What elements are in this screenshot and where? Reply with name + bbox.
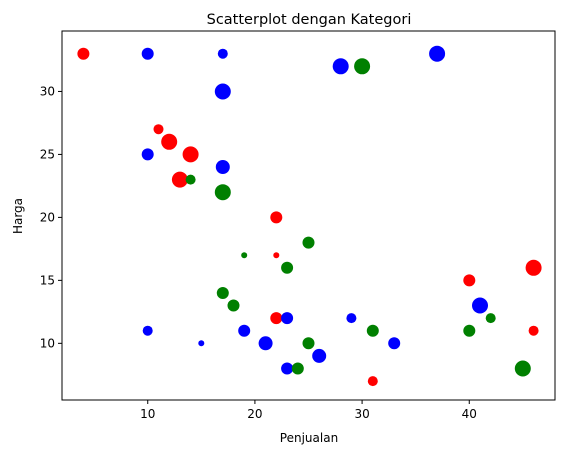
data-point: [346, 313, 357, 324]
data-point: [429, 45, 446, 62]
data-point: [215, 160, 230, 174]
data-point: [463, 324, 476, 337]
data-point: [141, 47, 154, 60]
data-point: [258, 336, 273, 351]
data-point: [238, 324, 251, 337]
data-point: [185, 174, 196, 185]
x-axis-label: Penjualan: [280, 431, 338, 445]
data-points: [77, 45, 542, 387]
data-point: [366, 324, 379, 337]
x-tick-label: 30: [354, 407, 369, 421]
data-point: [472, 297, 488, 314]
x-tick-label: 20: [247, 407, 262, 421]
data-point: [367, 376, 378, 387]
data-point: [514, 360, 531, 377]
data-point: [270, 312, 283, 325]
data-point: [525, 259, 542, 276]
y-axis-label: Harga: [11, 198, 25, 234]
data-point: [302, 236, 315, 249]
data-point: [463, 274, 476, 287]
y-tick-label: 15: [40, 273, 55, 287]
data-point: [241, 252, 248, 259]
data-point: [354, 58, 371, 75]
chart-title: Scatterplot dengan Kategori: [207, 12, 412, 28]
y-tick-label: 10: [40, 336, 55, 350]
data-point: [141, 148, 154, 161]
data-point: [217, 48, 228, 59]
x-tick-label: 40: [462, 407, 477, 421]
data-point: [485, 313, 496, 324]
plot-area: [61, 30, 556, 401]
data-point: [281, 362, 294, 375]
y-tick-label: 30: [40, 84, 55, 98]
data-point: [273, 252, 280, 259]
data-point: [270, 211, 283, 224]
data-point: [142, 325, 153, 336]
data-point: [77, 47, 90, 60]
data-point: [227, 299, 240, 312]
data-point: [153, 124, 164, 135]
data-point: [302, 337, 315, 350]
data-point: [388, 337, 401, 350]
data-point: [281, 261, 294, 274]
x-tick-label: 10: [140, 407, 155, 421]
data-point: [528, 325, 539, 336]
y-tick-label: 25: [40, 147, 55, 161]
data-point: [216, 287, 229, 299]
data-point: [198, 340, 205, 347]
x-axis-ticks: 10 20 30 40: [140, 400, 477, 421]
data-point: [214, 83, 231, 100]
y-axis-ticks: 10 15 20 25 30: [40, 84, 62, 350]
y-tick-label: 20: [40, 210, 55, 224]
data-point: [312, 348, 327, 363]
data-point: [291, 362, 304, 375]
data-point: [332, 58, 349, 75]
data-point: [214, 184, 231, 201]
data-point: [161, 133, 178, 150]
data-point: [182, 146, 199, 163]
data-point: [281, 312, 294, 325]
data-point: [171, 171, 188, 188]
